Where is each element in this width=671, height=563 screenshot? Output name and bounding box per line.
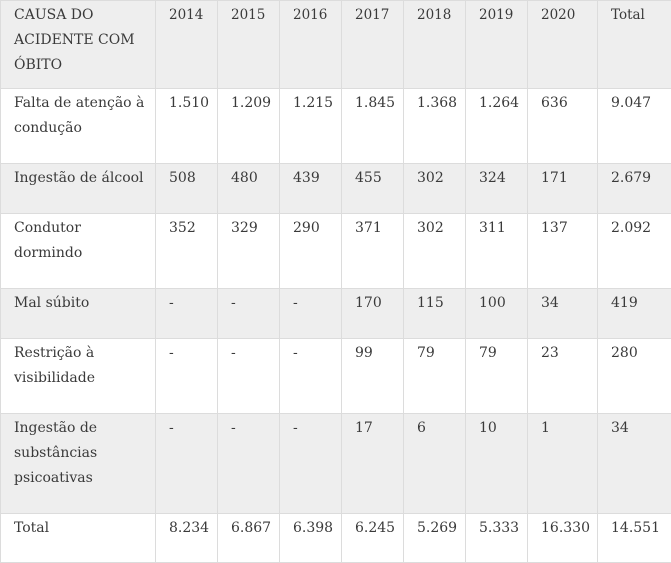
table-cell: 324 — [466, 164, 528, 214]
table-row: Mal súbito - - - 170 115 100 34 419 — [1, 289, 671, 339]
table-cell: 8.234 — [156, 514, 218, 563]
table-cell: 371 — [342, 214, 404, 289]
table-cell: 455 — [342, 164, 404, 214]
table-cell: 16.330 — [528, 514, 598, 563]
row-cause-label: Falta de atenção à condução — [1, 89, 156, 164]
header-year-2017: 2017 — [342, 1, 404, 89]
table-cell: 14.551 — [598, 514, 671, 563]
table-cell: 171 — [528, 164, 598, 214]
table-cell: 352 — [156, 214, 218, 289]
table-cell: 311 — [466, 214, 528, 289]
table-cell: - — [156, 414, 218, 514]
table-cell: 480 — [218, 164, 280, 214]
table-cell: 79 — [466, 339, 528, 414]
table-cell: 6.245 — [342, 514, 404, 563]
total-row: Total 8.234 6.867 6.398 6.245 5.269 5.33… — [1, 514, 671, 563]
table-cell: - — [156, 289, 218, 339]
row-cause-label: Ingestão de substâncias psicoativas — [1, 414, 156, 514]
table-cell: 5.333 — [466, 514, 528, 563]
table-cell: 137 — [528, 214, 598, 289]
table-cell: 2.092 — [598, 214, 671, 289]
table-row: Condutor dormindo 352 329 290 371 302 31… — [1, 214, 671, 289]
table-cell: 419 — [598, 289, 671, 339]
header-row: CAUSA DO ACIDENTE COM ÓBITO 2014 2015 20… — [1, 1, 671, 89]
table-cell: 290 — [280, 214, 342, 289]
table-cell: - — [218, 289, 280, 339]
header-year-2018: 2018 — [404, 1, 466, 89]
table-cell: 34 — [528, 289, 598, 339]
table-cell: 5.269 — [404, 514, 466, 563]
table-cell: 1 — [528, 414, 598, 514]
table-cell: 1.368 — [404, 89, 466, 164]
table-row: Ingestão de álcool 508 480 439 455 302 3… — [1, 164, 671, 214]
header-total: Total — [598, 1, 671, 89]
table-cell: 34 — [598, 414, 671, 514]
table-cell: - — [218, 414, 280, 514]
table-cell: 9.047 — [598, 89, 671, 164]
table-cell: 280 — [598, 339, 671, 414]
table-cell: 2.679 — [598, 164, 671, 214]
table-cell: - — [280, 289, 342, 339]
table-cell: 10 — [466, 414, 528, 514]
table-cell: 100 — [466, 289, 528, 339]
row-cause-label: Restrição à visibilidade — [1, 339, 156, 414]
table-cell: 636 — [528, 89, 598, 164]
table-row: Falta de atenção à condução 1.510 1.209 … — [1, 89, 671, 164]
table-cell: 1.264 — [466, 89, 528, 164]
table-cell: 6.398 — [280, 514, 342, 563]
header-year-2016: 2016 — [280, 1, 342, 89]
row-cause-label: Condutor dormindo — [1, 214, 156, 289]
table-cell: 1.510 — [156, 89, 218, 164]
header-year-2020: 2020 — [528, 1, 598, 89]
table-cell: 508 — [156, 164, 218, 214]
table-cell: 329 — [218, 214, 280, 289]
table-cell: 302 — [404, 164, 466, 214]
table-cell: 17 — [342, 414, 404, 514]
row-cause-label: Mal súbito — [1, 289, 156, 339]
row-cause-label: Ingestão de álcool — [1, 164, 156, 214]
table-cell: 6.867 — [218, 514, 280, 563]
table-cell: 439 — [280, 164, 342, 214]
header-cause: CAUSA DO ACIDENTE COM ÓBITO — [1, 1, 156, 89]
table-cell: - — [280, 414, 342, 514]
table-cell: 1.215 — [280, 89, 342, 164]
header-year-2015: 2015 — [218, 1, 280, 89]
table-cell: 79 — [404, 339, 466, 414]
table-cell: - — [280, 339, 342, 414]
header-year-2019: 2019 — [466, 1, 528, 89]
table-row: Restrição à visibilidade - - - 99 79 79 … — [1, 339, 671, 414]
table-cell: - — [156, 339, 218, 414]
table-cell: 23 — [528, 339, 598, 414]
header-year-2014: 2014 — [156, 1, 218, 89]
table-cell: 1.845 — [342, 89, 404, 164]
table-cell: 1.209 — [218, 89, 280, 164]
table-cell: - — [218, 339, 280, 414]
table-cell: 170 — [342, 289, 404, 339]
table-row: Ingestão de substâncias psicoativas - - … — [1, 414, 671, 514]
table-cell: 99 — [342, 339, 404, 414]
table-cell: 115 — [404, 289, 466, 339]
row-cause-label: Total — [1, 514, 156, 563]
table-cell: 6 — [404, 414, 466, 514]
table-cell: 302 — [404, 214, 466, 289]
